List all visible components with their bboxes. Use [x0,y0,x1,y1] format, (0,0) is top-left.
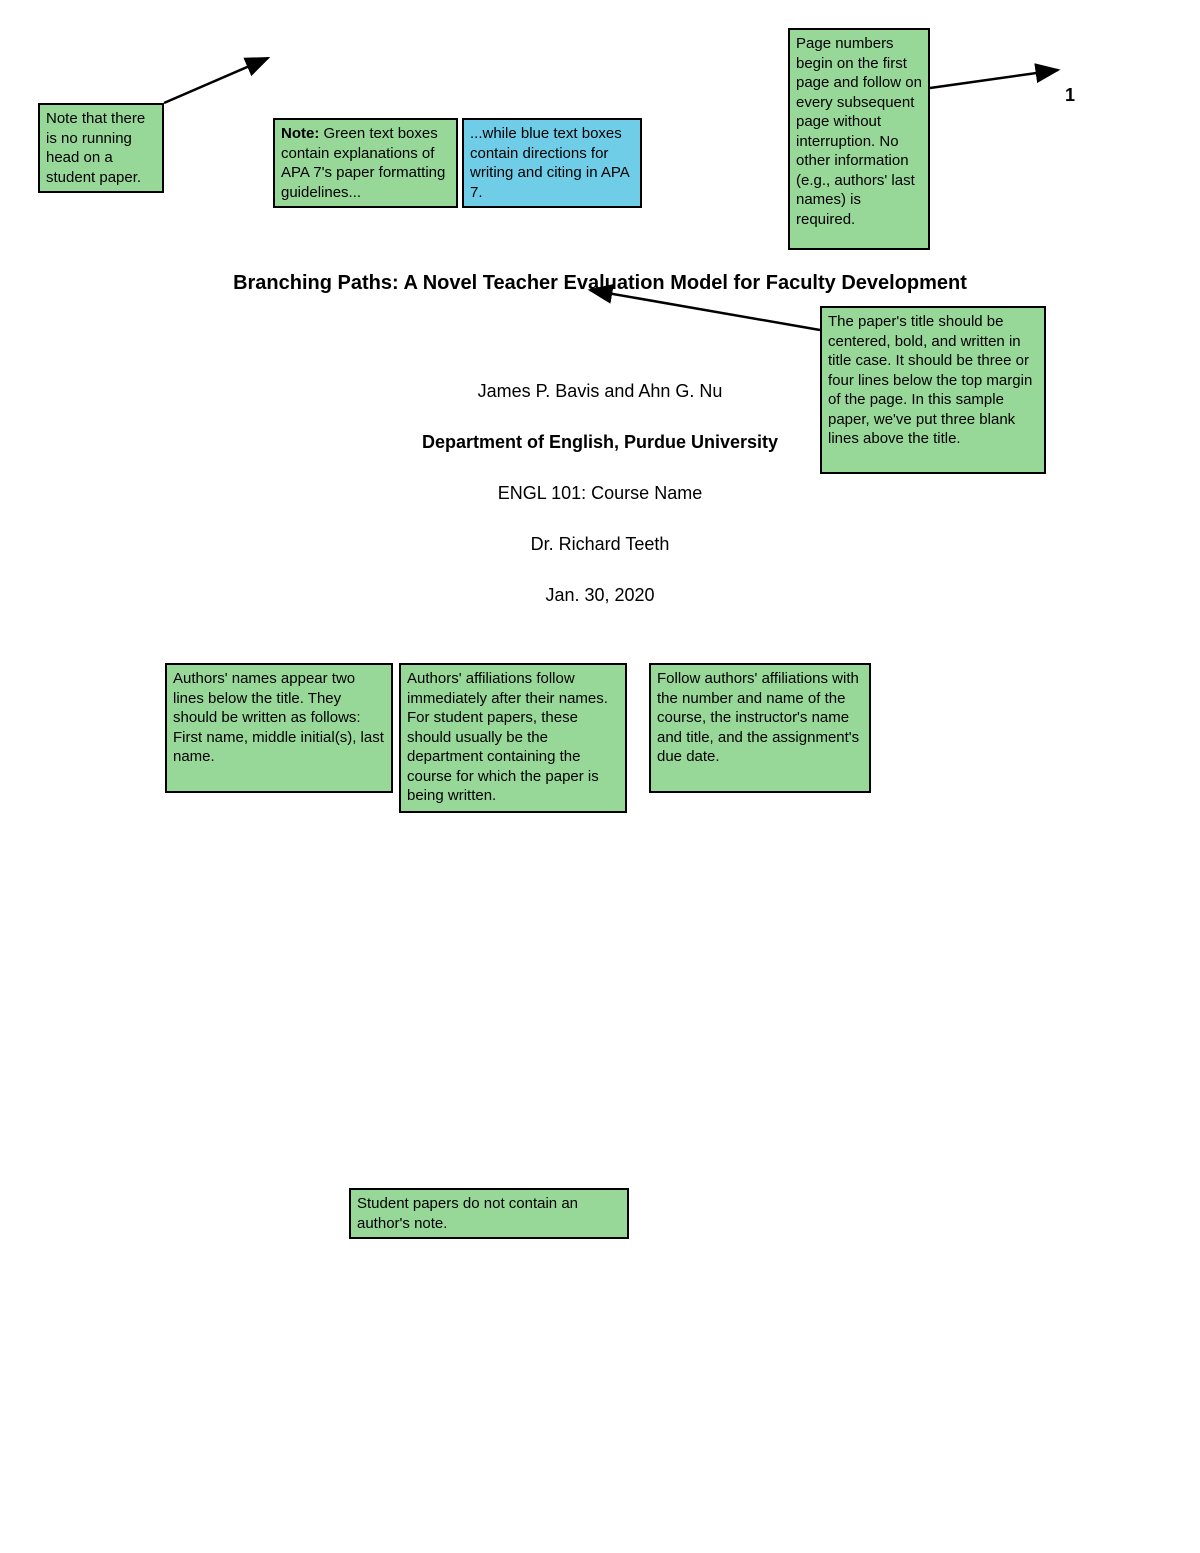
annotation-arrows [0,0,1200,1553]
